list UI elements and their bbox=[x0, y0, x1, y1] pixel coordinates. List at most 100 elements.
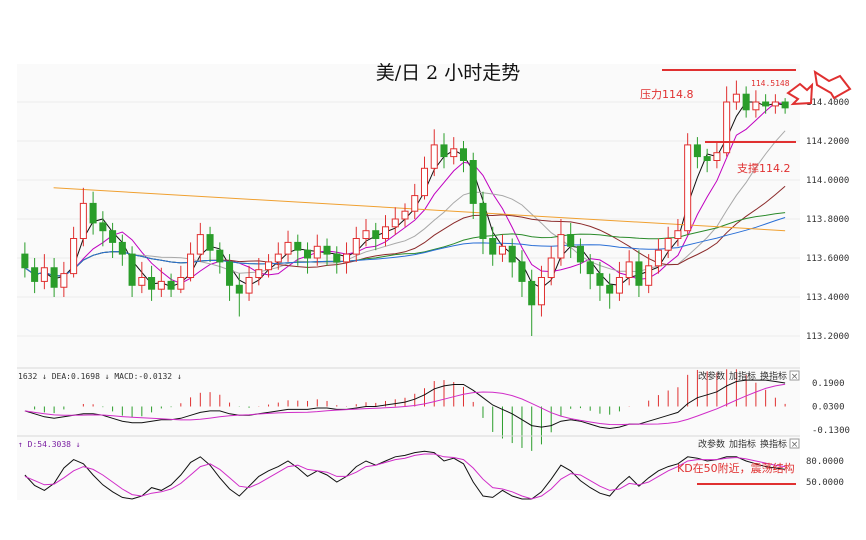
candle bbox=[235, 273, 243, 317]
candle bbox=[723, 86, 731, 157]
candle-body bbox=[284, 241, 292, 255]
kd-close-label: × bbox=[791, 440, 799, 450]
ma-line-20 bbox=[24, 185, 786, 277]
candle-body bbox=[352, 238, 360, 255]
macd-close-label: × bbox=[791, 372, 799, 382]
candle-body bbox=[723, 101, 731, 154]
candle-body bbox=[245, 277, 253, 294]
candle-body bbox=[196, 234, 204, 255]
kd-k-line bbox=[24, 450, 786, 500]
candle-body bbox=[567, 234, 575, 247]
candle-body bbox=[752, 101, 760, 111]
candle-body bbox=[664, 238, 672, 251]
candle bbox=[684, 133, 692, 235]
candle bbox=[99, 211, 107, 247]
candle-body bbox=[294, 241, 302, 251]
macd-params-button[interactable]: 改参数 bbox=[698, 370, 725, 382]
candle bbox=[615, 261, 623, 301]
candlesticks bbox=[21, 80, 789, 336]
candle bbox=[381, 215, 390, 247]
candle bbox=[537, 265, 545, 317]
macd-axis: 0.1900 0.0300 -0.1300 bbox=[812, 379, 850, 436]
candle-body bbox=[265, 261, 273, 271]
candle bbox=[635, 250, 643, 297]
candle-body bbox=[411, 195, 419, 212]
candle-body bbox=[518, 261, 526, 282]
candle-body bbox=[440, 144, 448, 158]
macd-tick-label: -0.1300 bbox=[812, 426, 850, 436]
candle-body bbox=[50, 267, 58, 288]
macd-tick-label: 0.0300 bbox=[812, 403, 845, 413]
y-tick-label: 114.0000 bbox=[806, 176, 849, 186]
macd-panel bbox=[24, 369, 786, 451]
candle-body bbox=[391, 218, 399, 228]
candle bbox=[362, 219, 370, 247]
candle bbox=[177, 265, 185, 294]
candle-body bbox=[625, 261, 633, 278]
candle bbox=[187, 242, 195, 282]
candle bbox=[401, 203, 409, 227]
candle-body bbox=[713, 152, 721, 161]
candle bbox=[440, 133, 448, 169]
candle bbox=[167, 273, 175, 297]
kd-params-button[interactable]: 改参数 bbox=[698, 438, 725, 450]
candle bbox=[226, 254, 234, 301]
candle bbox=[265, 254, 273, 278]
resistance-label: 压力114.8 bbox=[640, 88, 694, 101]
y-tick-label: 113.6000 bbox=[806, 254, 849, 264]
candle-body bbox=[596, 273, 604, 286]
candle-body bbox=[781, 101, 789, 109]
candle bbox=[352, 226, 360, 262]
candle-body bbox=[498, 245, 506, 255]
candle bbox=[245, 265, 253, 301]
kd-switch-indicator-button[interactable]: 换指标 bbox=[760, 438, 787, 450]
candle-body bbox=[89, 202, 97, 224]
macd-switch-indicator-button[interactable]: 换指标 bbox=[760, 370, 787, 382]
trend-line bbox=[53, 187, 786, 232]
macd-add-indicator-button[interactable]: 加指标 bbox=[729, 370, 756, 382]
candle-body bbox=[615, 277, 623, 294]
kd-tick-label: 80.0000 bbox=[806, 457, 844, 467]
candle-body bbox=[771, 101, 779, 107]
macd-legend: 1632 ↓ DEA:0.1698 ↓ MACD:-0.0132 ↓ bbox=[18, 372, 182, 381]
candle-body bbox=[226, 261, 234, 286]
candle bbox=[128, 246, 136, 297]
candle-body bbox=[654, 249, 662, 267]
candle-body bbox=[606, 284, 614, 294]
candle bbox=[781, 98, 789, 114]
kd-d-line bbox=[24, 453, 786, 500]
candle bbox=[508, 238, 516, 278]
candle bbox=[342, 242, 351, 274]
candle bbox=[333, 246, 341, 274]
candle-body bbox=[157, 280, 165, 290]
candle-body bbox=[635, 261, 643, 286]
candle-body bbox=[459, 148, 468, 162]
candle bbox=[430, 129, 438, 177]
candle-body bbox=[118, 241, 126, 255]
candle bbox=[60, 261, 68, 297]
ma-line-3 bbox=[24, 101, 786, 289]
candle-body bbox=[528, 280, 536, 306]
candle bbox=[294, 234, 302, 266]
macd-close-icon[interactable] bbox=[789, 370, 800, 381]
kd-add-indicator-button[interactable]: 加指标 bbox=[729, 438, 756, 450]
candle bbox=[596, 261, 604, 301]
candle-body bbox=[304, 249, 312, 259]
kd-close-icon[interactable] bbox=[789, 438, 800, 449]
candle bbox=[518, 250, 526, 297]
candle bbox=[284, 230, 292, 262]
macd-dif-line bbox=[24, 379, 786, 430]
candle bbox=[323, 238, 331, 266]
candle-body bbox=[547, 257, 555, 278]
candle bbox=[420, 156, 429, 200]
y-tick-label: 113.2000 bbox=[806, 332, 849, 342]
candle-body bbox=[430, 144, 438, 169]
candle bbox=[459, 141, 468, 173]
candle bbox=[31, 258, 39, 294]
candle bbox=[21, 242, 29, 278]
candle-body bbox=[323, 245, 331, 255]
candle-body bbox=[99, 222, 107, 232]
candle bbox=[771, 94, 779, 114]
y-tick-label: 113.4000 bbox=[806, 293, 849, 303]
macd-tick-label: 0.1900 bbox=[812, 379, 845, 389]
